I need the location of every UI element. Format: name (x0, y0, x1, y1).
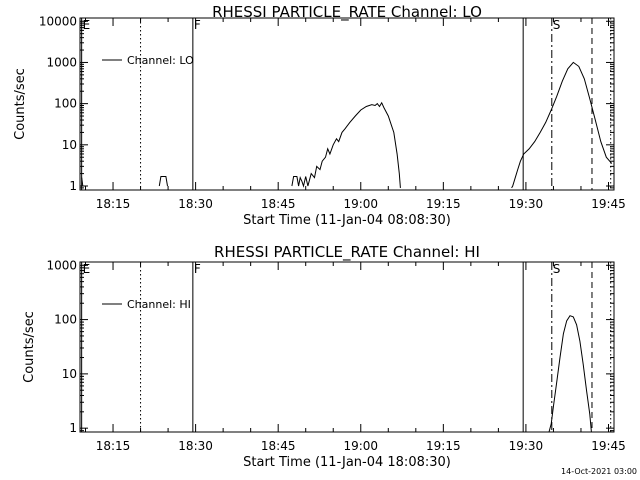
series-line (158, 176, 168, 187)
series-group (548, 315, 592, 432)
marker-label: F (194, 18, 201, 32)
marker-label: E (83, 262, 91, 276)
y-tick-label: 100 (54, 97, 77, 111)
marker-label: E (83, 18, 91, 32)
x-tick-label: 18:15 (96, 197, 131, 211)
x-tick-label: 18:30 (178, 197, 213, 211)
y-axis-label: Counts/sec (13, 68, 28, 140)
legend-label: Channel: LO (127, 54, 194, 67)
y-tick-label: 1 (69, 421, 77, 435)
y-tick-label: 10000 (39, 14, 77, 28)
series-line (548, 315, 592, 432)
x-tick-label: 18:45 (261, 197, 296, 211)
series-line (81, 177, 85, 187)
x-tick-label: 19:45 (591, 197, 626, 211)
y-tick-label: 1000 (46, 258, 77, 272)
chart-title: RHESSI PARTICLE_RATE Channel: HI (214, 243, 480, 262)
x-tick-label: 18:30 (178, 439, 213, 453)
panel-hi: RHESSI PARTICLE_RATE Channel: HI Start Ti… (22, 243, 626, 470)
y-tick-label: 100 (54, 313, 77, 327)
marker-label: F (194, 262, 201, 276)
marker-label: S (553, 18, 561, 32)
timestamp: 14-Oct-2021 03:00 (561, 467, 637, 476)
plot-frame (79, 261, 615, 433)
x-tick-label: 19:00 (343, 439, 378, 453)
y-tick-label: 1000 (46, 55, 77, 69)
y-tick-label: 10 (62, 138, 77, 152)
x-tick-label: 18:15 (96, 439, 131, 453)
y-tick-label: 1 (69, 179, 77, 193)
x-tick-label: 19:30 (509, 197, 544, 211)
plot-frame (79, 17, 615, 191)
legend-label: Channel: HI (127, 298, 191, 311)
x-tick-label: 19:00 (343, 197, 378, 211)
y-tick-label: 10 (62, 367, 77, 381)
x-tick-label: 19:15 (426, 197, 461, 211)
x-tick-label: 19:30 (509, 439, 544, 453)
marker-label: S (553, 262, 561, 276)
series-line (511, 61, 613, 189)
series-line (291, 101, 401, 188)
panel-lo: RHESSI PARTICLE_RATE Channel: LO Start Ti… (13, 3, 626, 228)
x-tick-label: 18:45 (261, 439, 296, 453)
x-axis-label: Start Time (11-Jan-04 08:08:30) (243, 213, 451, 228)
chart-title: RHESSI PARTICLE_RATE Channel: LO (212, 3, 482, 22)
x-axis-label: Start Time (11-Jan-04 18:08:30) (243, 455, 451, 470)
x-tick-label: 19:15 (426, 439, 461, 453)
y-axis-label: Counts/sec (22, 311, 37, 383)
x-tick-label: 19:45 (591, 439, 626, 453)
series-group (81, 61, 613, 189)
